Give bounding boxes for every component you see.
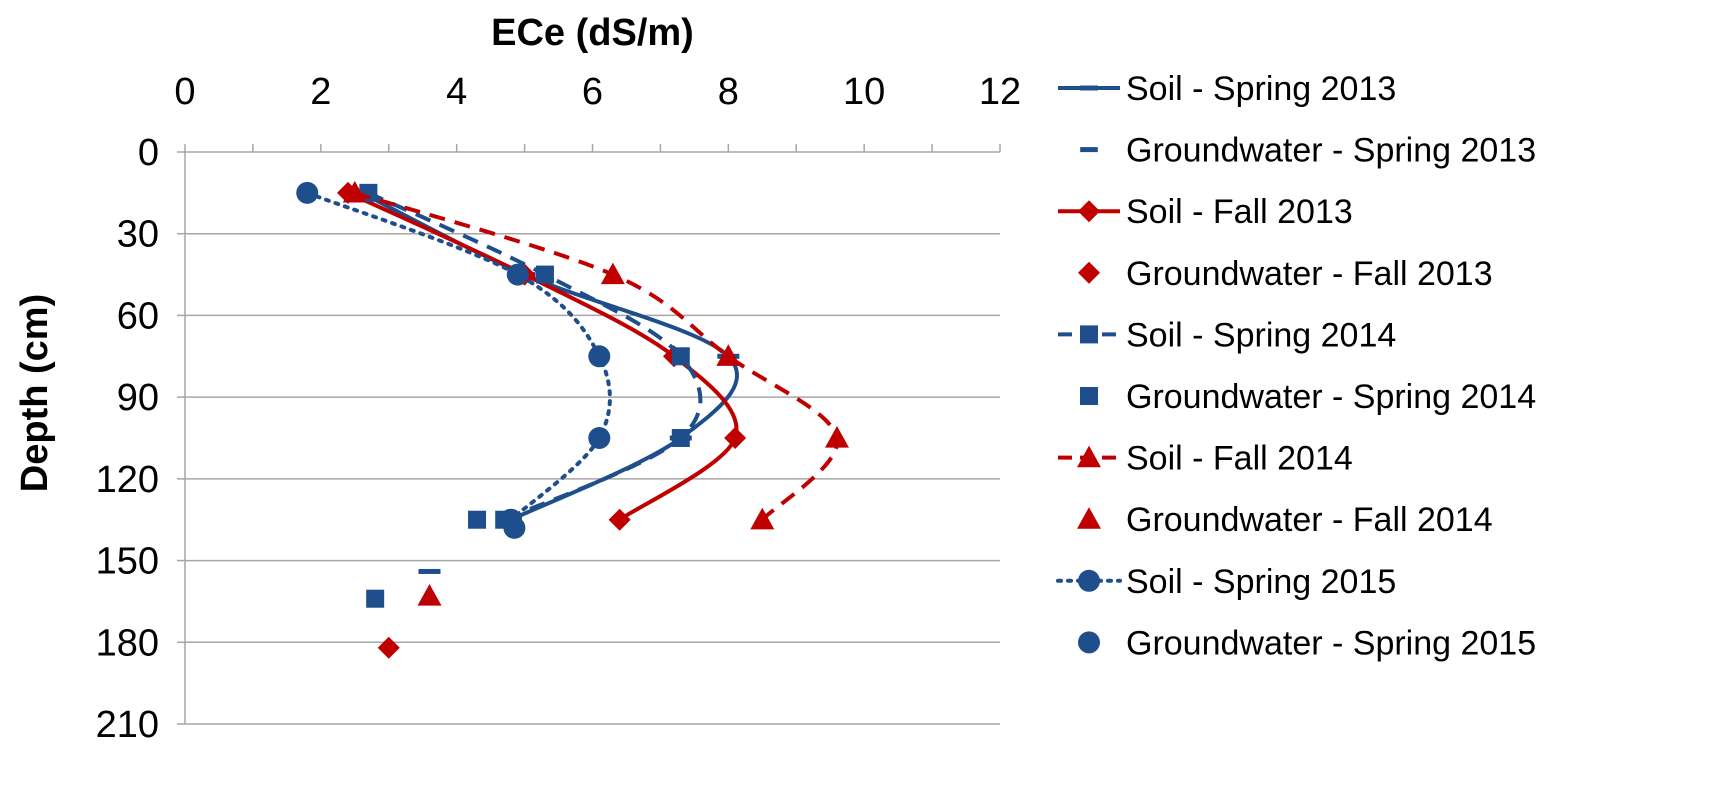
circle-marker	[1078, 631, 1100, 654]
y-tick-label: 0	[138, 132, 159, 174]
diamond-marker	[724, 427, 747, 449]
series-group	[417, 583, 442, 606]
legend-entry: Groundwater - Fall 2014	[1077, 501, 1493, 539]
dash-marker	[418, 568, 441, 574]
dash-marker	[1080, 147, 1098, 153]
triangle-marker	[600, 262, 625, 285]
y-tick-label: 30	[117, 214, 159, 256]
y-axis-title: Depth (cm)	[14, 294, 56, 492]
triangle-marker	[342, 180, 367, 203]
axes	[177, 144, 1001, 725]
series-group	[418, 568, 441, 574]
series	[296, 180, 849, 659]
circle-marker	[588, 427, 611, 449]
y-tick-label: 210	[96, 704, 159, 746]
circle-marker	[588, 345, 611, 368]
y-tick-label: 150	[96, 541, 159, 583]
x-tick-label: 10	[843, 71, 885, 113]
series-line	[367, 191, 703, 522]
circle-marker	[506, 263, 529, 286]
legend-label: Groundwater - Spring 2015	[1126, 624, 1536, 662]
diamond-marker	[377, 636, 400, 659]
series-group	[342, 180, 849, 530]
triangle-marker	[716, 344, 741, 366]
legend-label: Soil - Spring 2014	[1126, 316, 1396, 354]
legend: Soil - Spring 2013 Groundwater - Spring 2…	[1056, 70, 1536, 662]
legend-entry: Groundwater - Spring 2014	[1080, 378, 1536, 416]
x-tick-label: 2	[310, 71, 331, 113]
legend-label: Soil - Spring 2015	[1126, 563, 1396, 601]
triangle-marker	[1077, 445, 1101, 468]
diamond-marker	[1078, 200, 1100, 223]
circle-marker	[503, 516, 526, 539]
legend-label: Groundwater - Spring 2014	[1126, 378, 1536, 416]
legend-entry: Soil - Fall 2014	[1058, 440, 1353, 478]
legend-entry: Soil - Spring 2014	[1058, 316, 1396, 354]
legend-label: Groundwater - Fall 2013	[1126, 255, 1493, 293]
series-group	[377, 636, 400, 659]
legend-label: Groundwater - Spring 2013	[1126, 132, 1536, 170]
circle-marker	[296, 181, 319, 204]
series-group	[359, 183, 703, 529]
legend-label: Soil - Fall 2014	[1126, 440, 1353, 478]
square-marker	[535, 265, 554, 284]
square-marker	[671, 347, 690, 366]
diamond-marker	[608, 508, 631, 531]
grid-lines	[185, 232, 1000, 725]
x-tick-label: 4	[446, 71, 467, 113]
legend-entry: Soil - Spring 2015	[1056, 563, 1396, 601]
y-tick-label: 90	[117, 377, 159, 419]
legend-label: Soil - Spring 2013	[1126, 70, 1396, 108]
y-tick-label: 180	[96, 622, 159, 664]
series-line	[347, 191, 739, 522]
series-line	[305, 190, 612, 522]
y-tick-label: 60	[117, 295, 159, 337]
circle-marker	[1078, 569, 1100, 592]
legend-label: Groundwater - Fall 2014	[1126, 501, 1493, 539]
legend-entry: Groundwater - Spring 2013	[1080, 132, 1536, 170]
x-axis-title: ECe (dS/m)	[491, 12, 694, 54]
triangle-marker	[417, 583, 442, 606]
square-marker	[1080, 387, 1098, 405]
x-tick-label: 12	[979, 71, 1021, 113]
legend-entry: Soil - Fall 2013	[1058, 193, 1353, 231]
square-marker	[468, 510, 487, 529]
legend-label: Soil - Fall 2013	[1126, 193, 1353, 231]
square-marker	[1080, 325, 1098, 344]
legend-entry: Groundwater - Fall 2013	[1078, 255, 1493, 293]
legend-entry: Groundwater - Spring 2015	[1078, 624, 1536, 662]
series-group	[366, 510, 487, 608]
triangle-marker	[1077, 507, 1101, 529]
x-tick-label: 6	[582, 71, 603, 113]
square-marker	[366, 589, 385, 608]
x-tick-label: 0	[174, 71, 195, 113]
legend-entry: Soil - Spring 2013	[1058, 70, 1396, 108]
diamond-marker	[1078, 261, 1100, 284]
square-marker	[671, 429, 690, 447]
dash-marker	[1080, 85, 1098, 91]
x-tick-label: 8	[718, 71, 739, 113]
triangle-marker	[750, 507, 775, 530]
y-tick-label: 120	[96, 459, 159, 501]
series-group	[503, 516, 526, 539]
triangle-marker	[825, 426, 849, 448]
series-line	[354, 190, 840, 522]
